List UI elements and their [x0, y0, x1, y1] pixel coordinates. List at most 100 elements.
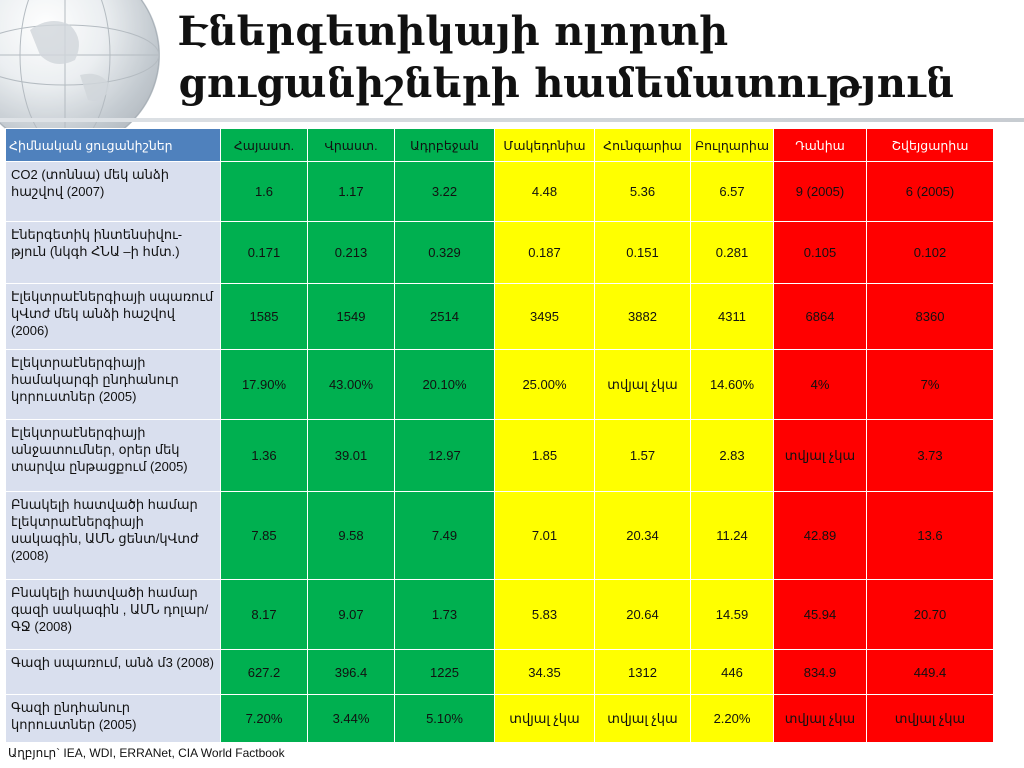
row-label: Բնակելի հատվածի համար գազի սակագին , ԱՄՆ… — [5, 579, 221, 650]
table-row: Էլեկտրաէներգիայի համակարգի ընդհանուր կոր… — [5, 349, 994, 420]
table-cell: 2.20% — [690, 694, 774, 743]
globe-graphic — [0, 0, 160, 150]
table-cell: 1312 — [594, 649, 691, 695]
table-cell: 7.20% — [220, 694, 308, 743]
table-cell: 0.329 — [394, 221, 495, 284]
table-row: Գազի սպառում, անձ մ3 (2008) 627.2 396.4 … — [5, 649, 994, 695]
header-denmark: Դանիա — [773, 128, 867, 162]
row-label: Բնակելի հատվածի համար էլեկտրաէներգիայի ս… — [5, 491, 221, 580]
header-hungary: Հունգարիա — [594, 128, 691, 162]
table-cell: 6.57 — [690, 161, 774, 222]
table-cell: 5.36 — [594, 161, 691, 222]
row-label: Էլեկտրաէներգիայի համակարգի ընդհանուր կոր… — [5, 349, 221, 420]
table-cell: 8360 — [866, 283, 994, 350]
table-cell: 3.22 — [394, 161, 495, 222]
table-row: Էլեկտրաէներգիայի սպառում կՎտժ մեկ անձի հ… — [5, 283, 994, 350]
table-cell: 20.10% — [394, 349, 495, 420]
table-cell: տվյալ չկա — [866, 694, 994, 743]
table-cell: 627.2 — [220, 649, 308, 695]
table-cell: 7.85 — [220, 491, 308, 580]
slide-title: Էներգետիկայի ոլորտի ցուցանիշների համեմատ… — [178, 8, 955, 107]
table-cell: 43.00% — [307, 349, 395, 420]
table-cell: 3.73 — [866, 419, 994, 492]
table-cell: 25.00% — [494, 349, 595, 420]
row-label: CO2 (տոննա) մեկ անձի հաշվով (2007) — [5, 161, 221, 222]
table-cell: 6864 — [773, 283, 867, 350]
table-cell: 1.73 — [394, 579, 495, 650]
header-armenia: Հայաստ. — [220, 128, 308, 162]
table-cell: 5.83 — [494, 579, 595, 650]
row-label: Գազի ընդհանուր կորուստներ (2005) — [5, 694, 221, 743]
table-cell: 5.10% — [394, 694, 495, 743]
table-cell: 13.6 — [866, 491, 994, 580]
table-cell: 0.187 — [494, 221, 595, 284]
table-cell: 3495 — [494, 283, 595, 350]
header-georgia: Վրաստ. — [307, 128, 395, 162]
table-cell: տվյալ չկա — [594, 349, 691, 420]
row-label: Էներգետիկ ինտենսիվու-թյուն (նկգհ ՀՆԱ –ի … — [5, 221, 221, 284]
table-cell: 45.94 — [773, 579, 867, 650]
table-cell: 14.59 — [690, 579, 774, 650]
table-cell: 20.64 — [594, 579, 691, 650]
table-cell: 1.85 — [494, 419, 595, 492]
table-cell: 0.105 — [773, 221, 867, 284]
table-cell: 17.90% — [220, 349, 308, 420]
table-cell: 449.4 — [866, 649, 994, 695]
table-cell: 3.44% — [307, 694, 395, 743]
table-cell: 2.83 — [690, 419, 774, 492]
table-row: Գազի ընդհանուր կորուստներ (2005) 7.20% 3… — [5, 694, 994, 743]
header-azerbaijan: Ադրբեջան — [394, 128, 495, 162]
table-row: Էներգետիկ ինտենսիվու-թյուն (նկգհ ՀՆԱ –ի … — [5, 221, 994, 284]
table-cell: 446 — [690, 649, 774, 695]
table-cell: 1225 — [394, 649, 495, 695]
table-cell: տվյալ չկա — [494, 694, 595, 743]
table-cell: 7.01 — [494, 491, 595, 580]
table-cell: 0.151 — [594, 221, 691, 284]
table-cell: 20.70 — [866, 579, 994, 650]
header-indicator: Հիմնական ցուցանիշներ — [5, 128, 221, 162]
table-cell: 9 (2005) — [773, 161, 867, 222]
header-macedonia: Մակեդոնիա — [494, 128, 595, 162]
table-cell: 34.35 — [494, 649, 595, 695]
table-cell: 4311 — [690, 283, 774, 350]
table-cell: տվյալ չկա — [773, 419, 867, 492]
table-cell: 20.34 — [594, 491, 691, 580]
table-cell: 1.17 — [307, 161, 395, 222]
table-cell: 3882 — [594, 283, 691, 350]
table-cell: 2514 — [394, 283, 495, 350]
table-cell: 1.6 — [220, 161, 308, 222]
table-cell: 0.213 — [307, 221, 395, 284]
table-cell: 0.171 — [220, 221, 308, 284]
table-cell: 8.17 — [220, 579, 308, 650]
table-cell: 0.102 — [866, 221, 994, 284]
table-cell: 12.97 — [394, 419, 495, 492]
table-cell: 42.89 — [773, 491, 867, 580]
table-cell: 7% — [866, 349, 994, 420]
table-row: Բնակելի հատվածի համար գազի սակագին , ԱՄՆ… — [5, 579, 994, 650]
header-switzerland: Շվեյցարիա — [866, 128, 994, 162]
table-cell: 39.01 — [307, 419, 395, 492]
table-row: Բնակելի հատվածի համար էլեկտրաէներգիայի ս… — [5, 491, 994, 580]
table-cell: 14.60% — [690, 349, 774, 420]
title-underline — [0, 118, 1024, 122]
table-cell: 11.24 — [690, 491, 774, 580]
table-cell: 1.36 — [220, 419, 308, 492]
table-cell: տվյալ չկա — [594, 694, 691, 743]
table-cell: 1549 — [307, 283, 395, 350]
table-cell: 4.48 — [494, 161, 595, 222]
table-cell: 1.57 — [594, 419, 691, 492]
table-cell: տվյալ չկա — [773, 694, 867, 743]
comparison-table: Հիմնական ցուցանիշներ Հայաստ. Վրաստ. Ադրբ… — [5, 128, 994, 743]
table-cell: 834.9 — [773, 649, 867, 695]
table-cell: 396.4 — [307, 649, 395, 695]
row-label: Էլեկտրաէներգիայի սպառում կՎտժ մեկ անձի հ… — [5, 283, 221, 350]
row-label: Էլեկտրաէներգիայի անջատումներ, օրեր մեկ տ… — [5, 419, 221, 492]
table-cell: 0.281 — [690, 221, 774, 284]
table-cell: 7.49 — [394, 491, 495, 580]
table-header-row: Հիմնական ցուցանիշներ Հայաստ. Վրաստ. Ադրբ… — [5, 128, 994, 162]
table-cell: 9.07 — [307, 579, 395, 650]
table-row: CO2 (տոննա) մեկ անձի հաշվով (2007) 1.6 1… — [5, 161, 994, 222]
table-cell: 9.58 — [307, 491, 395, 580]
table-cell: 4% — [773, 349, 867, 420]
row-label: Գազի սպառում, անձ մ3 (2008) — [5, 649, 221, 695]
